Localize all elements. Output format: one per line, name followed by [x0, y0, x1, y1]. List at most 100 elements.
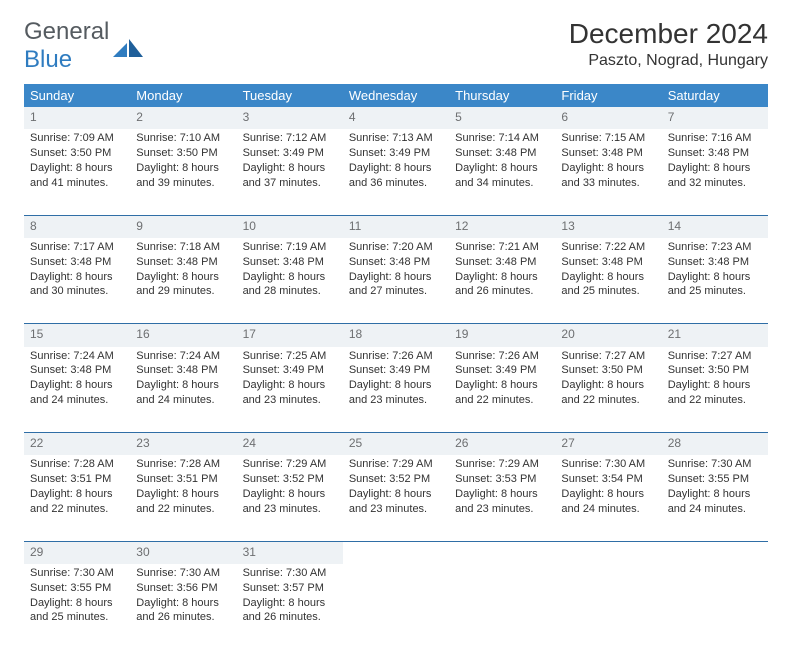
logo-text-1: General: [24, 18, 109, 45]
day-detail-cell: Sunrise: 7:30 AMSunset: 3:55 PMDaylight:…: [24, 564, 130, 650]
day-line: and 24 minutes.: [668, 502, 762, 517]
day-number: 10: [243, 218, 337, 234]
day-detail-cell: Sunrise: 7:15 AMSunset: 3:48 PMDaylight:…: [555, 129, 661, 215]
week-daynum-row: 293031: [24, 542, 768, 564]
day-line: Daylight: 8 hours: [349, 270, 443, 285]
day-line: Sunset: 3:57 PM: [243, 581, 337, 596]
day-detail-cell: Sunrise: 7:28 AMSunset: 3:51 PMDaylight:…: [24, 455, 130, 541]
day-line: and 22 minutes.: [668, 393, 762, 408]
day-line: Sunrise: 7:24 AM: [136, 349, 230, 364]
day-number: 18: [349, 326, 443, 342]
day-number: 19: [455, 326, 549, 342]
day-line: Sunset: 3:50 PM: [668, 363, 762, 378]
day-line: Sunset: 3:50 PM: [136, 146, 230, 161]
day-number-cell: 23: [130, 433, 236, 455]
day-detail-cell: Sunrise: 7:14 AMSunset: 3:48 PMDaylight:…: [449, 129, 555, 215]
day-line: and 24 minutes.: [561, 502, 655, 517]
day-line: Sunrise: 7:16 AM: [668, 131, 762, 146]
day-line: Sunrise: 7:10 AM: [136, 131, 230, 146]
day-number-cell: [449, 542, 555, 564]
day-line: Daylight: 8 hours: [136, 487, 230, 502]
day-detail-cell: Sunrise: 7:27 AMSunset: 3:50 PMDaylight:…: [662, 347, 768, 433]
day-line: and 23 minutes.: [455, 502, 549, 517]
day-detail-cell: Sunrise: 7:29 AMSunset: 3:52 PMDaylight:…: [343, 455, 449, 541]
day-line: Sunrise: 7:18 AM: [136, 240, 230, 255]
day-line: Daylight: 8 hours: [349, 487, 443, 502]
day-line: Daylight: 8 hours: [136, 270, 230, 285]
weekday-header: Monday: [130, 84, 236, 107]
day-line: and 24 minutes.: [30, 393, 124, 408]
day-number: 3: [243, 109, 337, 125]
day-number-cell: [662, 542, 768, 564]
day-line: and 25 minutes.: [30, 610, 124, 625]
day-line: Sunrise: 7:30 AM: [561, 457, 655, 472]
day-line: Sunset: 3:48 PM: [561, 146, 655, 161]
day-line: Sunrise: 7:14 AM: [455, 131, 549, 146]
weekday-header: Tuesday: [237, 84, 343, 107]
day-number: 29: [30, 544, 124, 560]
day-line: Sunrise: 7:13 AM: [349, 131, 443, 146]
month-title: December 2024: [569, 18, 768, 50]
day-line: Sunset: 3:48 PM: [668, 255, 762, 270]
day-detail-cell: [662, 564, 768, 650]
day-number-cell: 31: [237, 542, 343, 564]
day-number-cell: 7: [662, 107, 768, 129]
day-detail-cell: Sunrise: 7:30 AMSunset: 3:54 PMDaylight:…: [555, 455, 661, 541]
day-detail-cell: Sunrise: 7:16 AMSunset: 3:48 PMDaylight:…: [662, 129, 768, 215]
day-line: Sunrise: 7:09 AM: [30, 131, 124, 146]
day-line: Sunset: 3:54 PM: [561, 472, 655, 487]
day-line: and 23 minutes.: [243, 502, 337, 517]
day-line: and 30 minutes.: [30, 284, 124, 299]
day-line: Daylight: 8 hours: [243, 161, 337, 176]
day-line: and 23 minutes.: [349, 393, 443, 408]
day-number-cell: 27: [555, 433, 661, 455]
day-line: Sunset: 3:48 PM: [455, 255, 549, 270]
day-line: Sunset: 3:53 PM: [455, 472, 549, 487]
day-line: Daylight: 8 hours: [455, 161, 549, 176]
day-line: Sunset: 3:48 PM: [349, 255, 443, 270]
day-number: 2: [136, 109, 230, 125]
day-line: Daylight: 8 hours: [561, 378, 655, 393]
day-number-cell: 16: [130, 324, 236, 346]
day-line: Sunset: 3:49 PM: [243, 363, 337, 378]
week-daynum-row: 22232425262728: [24, 433, 768, 455]
day-line: and 27 minutes.: [349, 284, 443, 299]
title-block: December 2024 Paszto, Nograd, Hungary: [569, 18, 768, 70]
day-detail-cell: Sunrise: 7:30 AMSunset: 3:57 PMDaylight:…: [237, 564, 343, 650]
day-line: and 22 minutes.: [561, 393, 655, 408]
day-line: Sunrise: 7:27 AM: [668, 349, 762, 364]
day-number-cell: 4: [343, 107, 449, 129]
day-line: Sunrise: 7:28 AM: [136, 457, 230, 472]
day-number: 4: [349, 109, 443, 125]
day-number-cell: 20: [555, 324, 661, 346]
day-detail-cell: Sunrise: 7:29 AMSunset: 3:53 PMDaylight:…: [449, 455, 555, 541]
day-detail-cell: Sunrise: 7:22 AMSunset: 3:48 PMDaylight:…: [555, 238, 661, 324]
day-number-cell: [343, 542, 449, 564]
day-number: 27: [561, 435, 655, 451]
day-line: and 23 minutes.: [243, 393, 337, 408]
day-line: Sunset: 3:50 PM: [561, 363, 655, 378]
day-line: and 22 minutes.: [455, 393, 549, 408]
day-number: 1: [30, 109, 124, 125]
day-line: Daylight: 8 hours: [455, 487, 549, 502]
day-detail-cell: Sunrise: 7:18 AMSunset: 3:48 PMDaylight:…: [130, 238, 236, 324]
day-number: 11: [349, 218, 443, 234]
day-detail-cell: [343, 564, 449, 650]
day-line: Daylight: 8 hours: [243, 487, 337, 502]
day-number: 23: [136, 435, 230, 451]
day-line: Sunset: 3:56 PM: [136, 581, 230, 596]
logo: General Blue: [24, 18, 143, 74]
weekday-header: Sunday: [24, 84, 130, 107]
day-number-cell: 14: [662, 216, 768, 238]
day-line: Sunrise: 7:20 AM: [349, 240, 443, 255]
day-line: Daylight: 8 hours: [243, 596, 337, 611]
day-line: Daylight: 8 hours: [30, 378, 124, 393]
day-number-cell: 15: [24, 324, 130, 346]
day-line: Sunrise: 7:22 AM: [561, 240, 655, 255]
day-line: Sunrise: 7:26 AM: [455, 349, 549, 364]
day-line: Daylight: 8 hours: [30, 596, 124, 611]
week-daynum-row: 1234567: [24, 107, 768, 129]
day-line: Daylight: 8 hours: [349, 378, 443, 393]
day-line: and 28 minutes.: [243, 284, 337, 299]
day-detail-cell: Sunrise: 7:23 AMSunset: 3:48 PMDaylight:…: [662, 238, 768, 324]
